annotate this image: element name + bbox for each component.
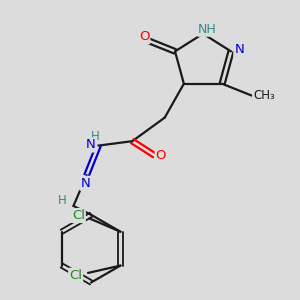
Text: O: O [139,30,149,43]
Text: N: N [86,139,96,152]
Text: Cl: Cl [69,269,82,282]
Text: H: H [91,130,99,143]
Text: Cl: Cl [72,209,85,222]
Text: N: N [234,44,244,56]
Text: N: N [80,177,90,190]
Text: NH: NH [198,23,217,36]
Text: O: O [156,149,166,162]
Text: CH₃: CH₃ [253,89,275,102]
Text: H: H [58,194,67,207]
